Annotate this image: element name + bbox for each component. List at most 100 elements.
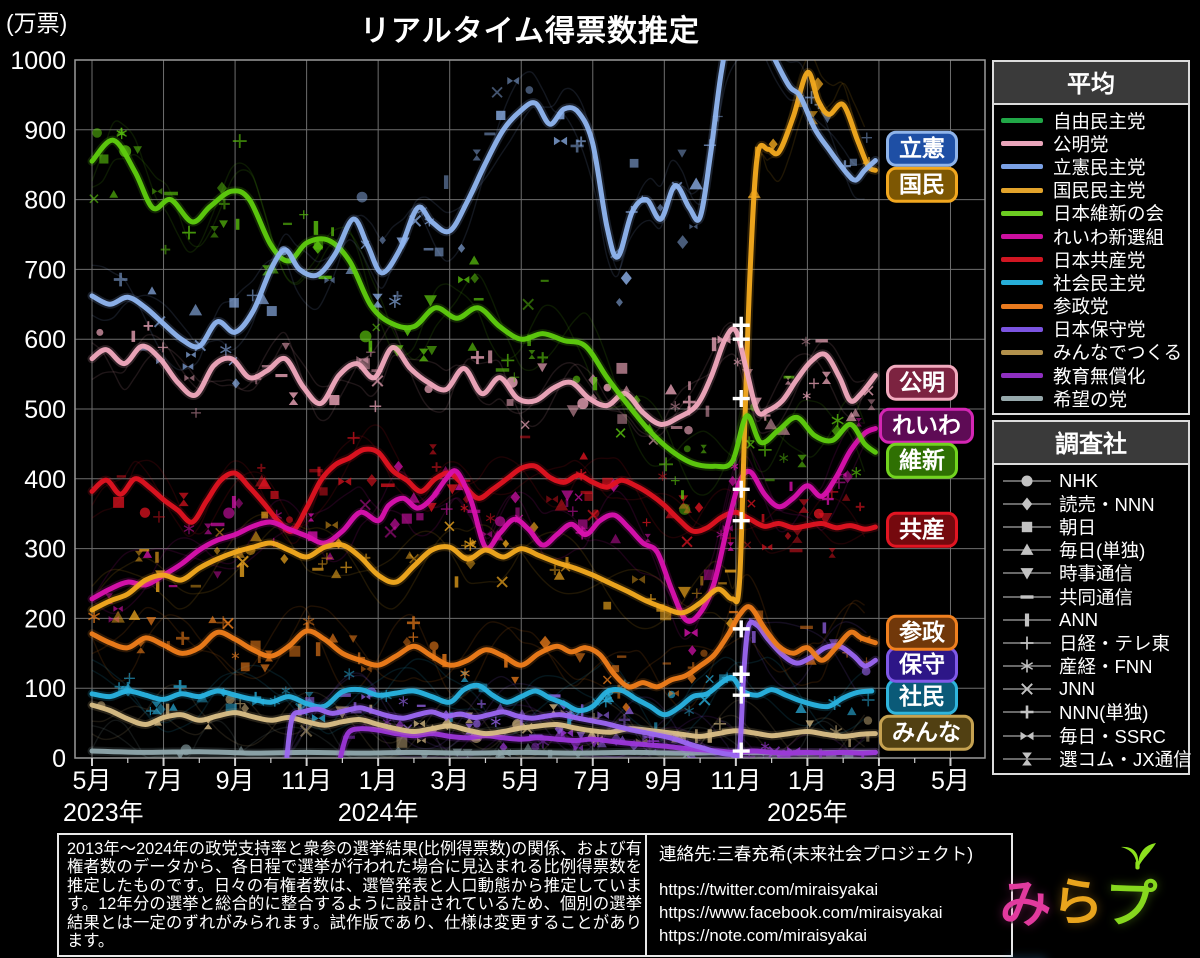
x-marker-icon [1003, 683, 1051, 696]
x-tick-label: 5月 [73, 767, 112, 795]
party-legend-item: 公明党 [994, 132, 1188, 155]
party-legend-label: 日本共産党 [1053, 249, 1146, 271]
y-tick-label: 300 [24, 536, 66, 564]
minna-line [89, 702, 878, 739]
party-legend-label: みんなでつくる [1053, 342, 1183, 364]
rikken-line [89, 60, 878, 350]
pollster-legend-label: 選コム・JX通信 [1059, 748, 1192, 770]
hourglass-marker-icon [1003, 752, 1051, 766]
party-color-swatch [1001, 303, 1043, 309]
kyoiku-line [338, 726, 878, 758]
pollster-legend-item: 時事通信 [994, 562, 1188, 585]
pollster-legend-label: 朝日 [1059, 516, 1097, 538]
y-axis-unit-label: (万票) [6, 10, 68, 36]
methodology-note: 2013年〜2024年の政党支持率と衆参の選挙結果(比例得票数)の関係、および有… [57, 833, 652, 957]
party-legend-item: 日本維新の会 [994, 202, 1188, 225]
party-color-swatch [1001, 326, 1043, 332]
logo-char: ロ [1000, 935, 1052, 958]
year-label: 2023年 [63, 799, 144, 827]
party-color-swatch [1001, 210, 1043, 216]
pollster-legend-item: 読売・NNN [994, 492, 1188, 515]
pollster-legend-label: 産経・FNN [1059, 656, 1153, 678]
party-color-swatch [1001, 373, 1043, 379]
x-tick-label: 9月 [645, 767, 684, 795]
sansei-line [89, 604, 878, 690]
party-legend-label: 日本保守党 [1053, 319, 1146, 341]
party-color-swatch [1001, 257, 1043, 263]
pollster-legend-item: 朝日 [994, 515, 1188, 538]
note-url[interactable]: https://note.com/miraisyakai [659, 926, 867, 946]
x-tick-label: 9月 [216, 767, 255, 795]
pollster-legend-label: 共同通信 [1059, 586, 1134, 608]
ishin-line [89, 137, 878, 470]
party-average-lines [87, 60, 880, 758]
vote-estimation-chart: 0 100 200 300 400 500 600 700 800 900 1000 5月 7月 9月 11… [10, 47, 986, 827]
y-tick-label: 500 [24, 396, 66, 424]
legend-pollsters: 調査社 NHK 読売・NNN 朝日 毎日(単独) 時事通信 共同通信 ANN 日経・テレ東 産経… [992, 420, 1192, 776]
pollster-legend-label: 毎日(単独) [1059, 540, 1146, 562]
x-tick-label: 7月 [573, 767, 612, 795]
party-legend-item: 日本保守党 [994, 318, 1188, 341]
contact-name: 連絡先:三春充希(未来社会プロジェクト) [659, 844, 974, 864]
x-tick-label: 3月 [430, 767, 469, 795]
party-legend-label: 教育無償化 [1053, 365, 1146, 387]
legend-pollsters-title: 調査社 [994, 422, 1188, 465]
party-legend-item: 自由民主党 [994, 109, 1188, 132]
party-color-swatch [1001, 280, 1043, 286]
x-tick-label: 3月 [859, 767, 898, 795]
mirapro-logo: みらプロ [998, 843, 1196, 958]
year-label: 2025年 [767, 799, 848, 827]
diamond-marker-icon [1003, 497, 1051, 511]
legend-parties-items: 自由民主党 公明党 立憲民主党 国民民主党 日本維新の会 れいわ新選組 日本共産党 社会民主党… [994, 105, 1188, 413]
pollster-legend-label: NNN(単独) [1059, 702, 1149, 724]
pollster-legend-label: 毎日・SSRC [1059, 725, 1166, 747]
kyosan-line [89, 446, 878, 534]
legend-parties: 平均 自由民主党 公明党 立憲民主党 国民民主党 日本維新の会 れいわ新選組 日本共産党 社会… [992, 60, 1190, 416]
pollster-legend-label: 日経・テレ東 [1059, 632, 1171, 654]
triangle-up-marker-icon [1003, 543, 1051, 556]
party-legend-item: 立憲民主党 [994, 155, 1188, 178]
pollster-legend-item: NHK [994, 469, 1188, 492]
pollster-legend-item: ANN [994, 608, 1188, 631]
party-color-swatch [1001, 234, 1043, 240]
party-legend-label: れいわ新選組 [1053, 226, 1165, 248]
asterisk-marker-icon [1003, 659, 1051, 673]
pollster-legend-item: 毎日(単独) [994, 539, 1188, 562]
reiwa-line [89, 426, 878, 624]
legend-parties-title: 平均 [994, 62, 1188, 105]
party-legend-label: 希望の党 [1053, 388, 1128, 410]
line-label-komei: 公明 [886, 364, 958, 402]
pollster-legend-label: JNN [1059, 678, 1095, 700]
plus-thin-marker-icon [1003, 636, 1051, 650]
party-legend-item: 教育無償化 [994, 364, 1188, 387]
party-legend-label: 立憲民主党 [1053, 156, 1146, 178]
pollster-legend-item: 産経・FNN [994, 655, 1188, 678]
contact-urls: https://twitter.com/miraisyakai https://… [659, 878, 999, 948]
y-tick-label: 1000 [10, 47, 66, 75]
party-legend-item: 社会民主党 [994, 271, 1188, 294]
pollster-legend-label: 読売・NNN [1059, 493, 1155, 515]
line-label-minna: みんな [879, 714, 974, 752]
vbar-marker-icon [1003, 613, 1051, 627]
sansei-scatter [88, 610, 872, 712]
y-tick-label: 0 [52, 745, 66, 773]
facebook-url[interactable]: https://www.facebook.com/miraisyakai [659, 903, 943, 923]
axis-labels: 0 100 200 300 400 500 600 700 800 900 1000 5月 7月 9月 11… [10, 47, 970, 827]
y-tick-label: 700 [24, 256, 66, 284]
election-result-markers [732, 316, 750, 758]
pollster-legend-item: 共同通信 [994, 585, 1188, 608]
logo-char: ら [1051, 873, 1105, 933]
line-label-shamin: 社民 [886, 678, 958, 716]
line-label-kokumin: 国民 [886, 166, 958, 204]
x-tick-label: 1月 [788, 767, 827, 795]
twitter-url[interactable]: https://twitter.com/miraisyakai [659, 880, 879, 899]
line-label-reiwa: れいわ [879, 407, 974, 445]
square-marker-icon [1003, 521, 1051, 533]
bowtie-marker-icon [1003, 731, 1051, 740]
party-legend-label: 社会民主党 [1053, 272, 1146, 294]
party-legend-item: みんなでつくる [994, 341, 1188, 364]
party-legend-item: 国民民主党 [994, 179, 1188, 202]
logo-char: プ [1103, 875, 1158, 935]
y-tick-label: 800 [24, 187, 66, 215]
line-label-rikken: 立憲 [886, 130, 958, 168]
